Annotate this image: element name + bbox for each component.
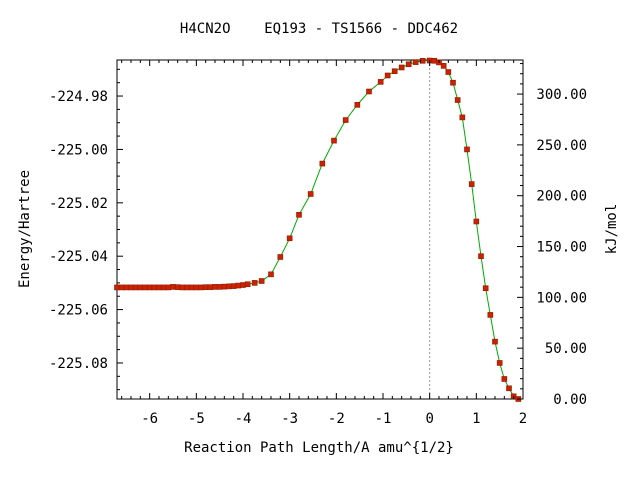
- data-point: [188, 284, 195, 291]
- data-point: [331, 137, 337, 144]
- data-point: [286, 235, 293, 242]
- data-point: [478, 253, 484, 259]
- data-point: [501, 376, 508, 382]
- data-point: [240, 282, 246, 288]
- y2-tick-label: 50.00: [545, 341, 587, 357]
- data-point: [440, 63, 447, 69]
- data-point: [221, 283, 228, 290]
- data-point: [132, 284, 139, 291]
- x-tick-label: -1: [375, 411, 392, 427]
- data-point: [384, 72, 391, 79]
- data-point: [212, 284, 218, 290]
- x-tick-label: 1: [472, 411, 480, 427]
- data-point: [419, 58, 426, 64]
- data-point: [160, 284, 167, 291]
- data-point: [244, 281, 251, 288]
- data-point: [492, 338, 498, 345]
- data-point: [277, 254, 284, 260]
- y-tick-label: -225.00: [49, 142, 108, 158]
- data-point: [193, 284, 200, 291]
- x-tick-label: -6: [141, 411, 158, 427]
- y-tick-label: -225.04: [49, 249, 108, 265]
- data-point: [146, 284, 153, 291]
- y-tick-label: -225.02: [49, 196, 108, 212]
- chart-title: H4CN2O EQ193 - TS1566 - DDC462: [180, 21, 458, 37]
- data-point: [202, 284, 209, 290]
- data-point: [137, 284, 144, 291]
- data-point: [459, 114, 466, 121]
- data-point: [445, 69, 452, 75]
- axis-tick-labels: -6 -5 -4 -3 -2 -1 0 1 2 -224.98 -225.00 -225.02 -225…: [49, 87, 587, 427]
- x-tick-label: 0: [425, 411, 433, 427]
- data-point: [251, 280, 258, 286]
- y-tick-label: -225.06: [49, 303, 108, 319]
- y-axis-title: Energy/Hartree: [17, 170, 33, 288]
- y2-tick-label: 0.00: [553, 392, 587, 408]
- data-point: [179, 284, 186, 291]
- data-point: [454, 97, 461, 103]
- plot-area-frame: [116, 59, 524, 400]
- data-point: [473, 218, 480, 225]
- data-point: [342, 117, 349, 123]
- x-axis-title: Reaction Path Length/A amu^{1/2}: [184, 440, 454, 456]
- data-point: [118, 284, 125, 291]
- y2-tick-label: 100.00: [536, 290, 587, 306]
- data-point: [412, 59, 419, 65]
- data-point: [156, 284, 162, 291]
- data-point: [170, 284, 176, 290]
- data-point: [174, 284, 181, 290]
- x-tick-label: -4: [235, 411, 252, 427]
- data-point: [398, 64, 405, 71]
- data-point: [165, 284, 172, 291]
- data-point: [431, 58, 438, 64]
- data-point: [198, 284, 204, 291]
- y2-tick-label: 250.00: [536, 138, 587, 154]
- data-point: [307, 191, 314, 197]
- data-point: [258, 278, 265, 284]
- data-point: [151, 284, 158, 291]
- series-line-0: [117, 59, 519, 400]
- data-point: [377, 79, 384, 85]
- y2-axis-title: kJ/mol: [604, 204, 620, 255]
- data-point: [184, 284, 190, 291]
- axis-ticks: [117, 60, 524, 400]
- data-point: [216, 284, 223, 290]
- data-point: [496, 360, 503, 366]
- y-tick-label: -224.98: [49, 89, 108, 105]
- data-point: [487, 312, 494, 318]
- data-point: [366, 88, 372, 95]
- data-point: [482, 285, 489, 292]
- data-point: [128, 284, 134, 291]
- data-point: [296, 212, 302, 218]
- x-tick-label: -3: [281, 411, 298, 427]
- data-point: [405, 61, 412, 68]
- data-point: [207, 284, 214, 290]
- data-point: [235, 282, 242, 289]
- data-point: [226, 283, 232, 290]
- energy-curve: [117, 59, 519, 400]
- data-point: [391, 68, 398, 75]
- x-tick-label: -5: [188, 411, 205, 427]
- y2-tick-label: 300.00: [536, 87, 587, 103]
- data-point: [464, 146, 470, 153]
- data-point: [506, 385, 512, 392]
- data-point: [142, 284, 148, 291]
- data-point: [114, 284, 120, 291]
- x-tick-label: 2: [519, 411, 527, 427]
- data-point: [354, 102, 361, 108]
- data-point: [123, 284, 130, 291]
- data-point: [230, 283, 237, 289]
- y2-tick-label: 150.00: [536, 240, 587, 256]
- x-tick-label: -2: [328, 411, 345, 427]
- data-point: [450, 79, 456, 86]
- y-tick-label: -225.08: [49, 356, 108, 372]
- data-point: [319, 160, 326, 167]
- data-point: [268, 271, 274, 278]
- data-point: [468, 181, 475, 187]
- y2-tick-label: 200.00: [536, 189, 587, 205]
